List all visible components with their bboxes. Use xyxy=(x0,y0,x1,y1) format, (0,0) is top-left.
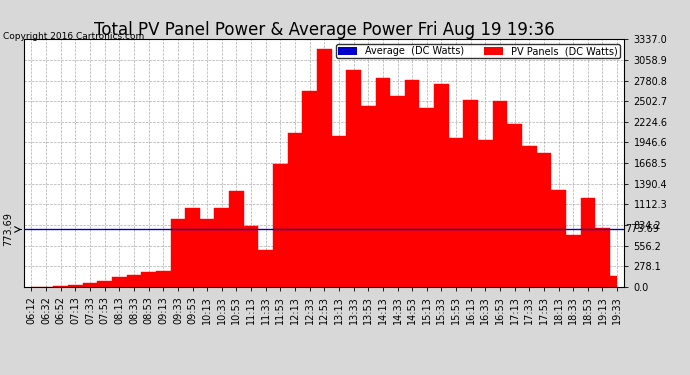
Text: 773.69: 773.69 xyxy=(626,225,660,234)
Text: Copyright 2016 Cartronics.com: Copyright 2016 Cartronics.com xyxy=(3,32,145,41)
Title: Total PV Panel Power & Average Power Fri Aug 19 19:36: Total PV Panel Power & Average Power Fri… xyxy=(94,21,555,39)
Text: 773.69: 773.69 xyxy=(3,213,13,246)
Legend: Average  (DC Watts), PV Panels  (DC Watts): Average (DC Watts), PV Panels (DC Watts) xyxy=(336,44,620,58)
